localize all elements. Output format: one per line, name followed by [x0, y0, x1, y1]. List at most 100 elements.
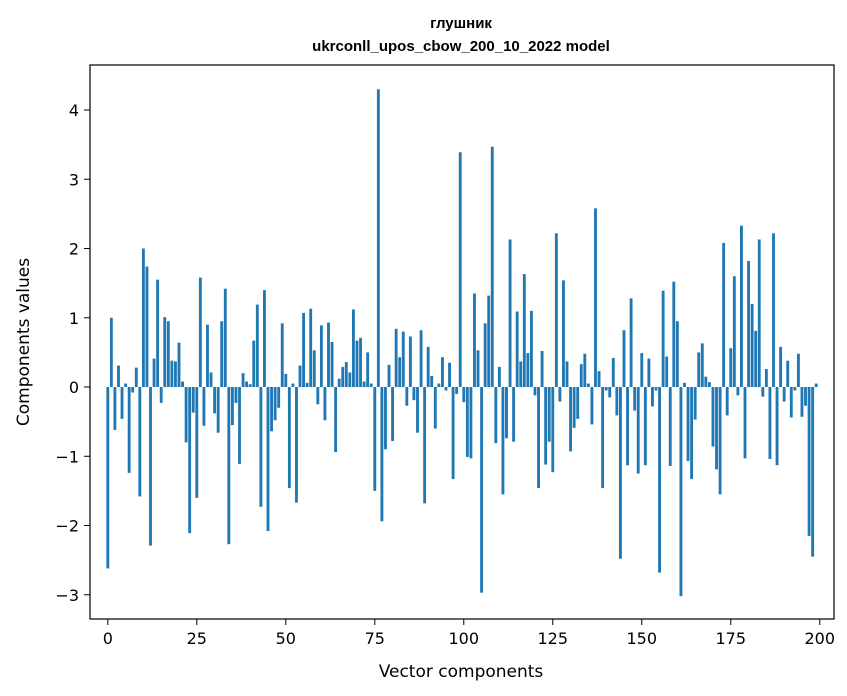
bar-6	[127, 387, 131, 473]
bar-55	[302, 312, 306, 388]
bar-112	[505, 387, 508, 439]
bar-122	[540, 351, 544, 388]
bar-71	[359, 337, 362, 388]
bar-36	[234, 387, 238, 403]
bar-198	[811, 387, 815, 557]
bar-73	[366, 352, 370, 388]
bar-172	[718, 387, 722, 495]
y-tick-label--1: −1	[55, 447, 79, 466]
bar-127	[558, 387, 562, 402]
bar-134	[583, 353, 587, 388]
bar-72	[362, 381, 366, 388]
bar-25	[195, 387, 199, 498]
bar-15	[159, 387, 163, 403]
bar-109	[494, 387, 498, 444]
bar-66	[341, 366, 345, 388]
bar-27	[202, 387, 206, 426]
bar-65	[337, 378, 341, 388]
bar-111	[501, 387, 505, 495]
x-tick-label-175: 175	[715, 629, 746, 648]
bar-90	[426, 346, 430, 388]
bar-40	[248, 384, 252, 388]
bar-110	[497, 366, 501, 388]
bar-4	[120, 387, 124, 419]
bar-144	[618, 387, 622, 559]
bar-33	[223, 288, 227, 388]
bar-154	[654, 387, 658, 391]
bar-89	[423, 387, 427, 504]
bar-77	[380, 387, 384, 522]
bar-79	[387, 364, 391, 388]
bar-149	[636, 387, 640, 474]
bar-43	[259, 387, 263, 507]
x-axis-ticks: 0 25 50 75 100 125 150 175 200	[103, 619, 835, 648]
bar-10	[141, 248, 145, 388]
bar-69	[352, 309, 355, 388]
bar-179	[743, 387, 747, 459]
bar-164	[690, 387, 694, 480]
bar-18	[170, 360, 174, 388]
bar-45	[266, 387, 270, 532]
bar-147	[629, 298, 633, 388]
plot-frame	[89, 64, 835, 620]
bar-115	[515, 311, 519, 388]
bar-124	[547, 387, 551, 442]
bar-34	[227, 387, 231, 545]
bar-143	[615, 387, 619, 416]
bar-19	[174, 361, 177, 388]
bar-119	[529, 310, 533, 388]
bar-196	[804, 387, 807, 406]
bar-83	[401, 331, 405, 388]
bar-87	[416, 387, 419, 433]
bar-182	[754, 330, 758, 388]
x-tick-label-50: 50	[276, 629, 296, 648]
bar-32	[220, 321, 224, 388]
bar-98	[455, 387, 459, 394]
y-tick-label-2: 2	[69, 240, 79, 259]
bar-38	[241, 373, 245, 388]
bar-120	[533, 387, 537, 396]
bar-30	[213, 387, 217, 414]
y-tick-label-0: 0	[69, 378, 79, 397]
bar-53	[295, 387, 298, 503]
bar-183	[757, 239, 761, 388]
bar-67	[344, 362, 348, 388]
bar-96	[448, 362, 451, 388]
y-axis-label: Components values	[14, 258, 34, 426]
bar-156	[661, 290, 665, 388]
bar-168	[704, 376, 708, 388]
chart-subtitle: ukrconll_upos_cbow_200_10_2022 model	[312, 38, 610, 55]
bar-14	[156, 279, 160, 388]
bar-91	[430, 375, 434, 388]
bar-52	[291, 383, 295, 388]
bar-173	[722, 242, 726, 388]
bar-20	[177, 342, 181, 388]
bar-61	[323, 387, 327, 421]
bar-12	[149, 387, 152, 546]
bar-92	[433, 387, 437, 429]
y-axis-ticks: −3 −2 −1 0 1 2 3 4	[55, 101, 90, 605]
bar-58	[312, 350, 316, 388]
bar-158	[668, 387, 672, 466]
bar-165	[693, 387, 697, 420]
bar-148	[633, 387, 637, 411]
bar-86	[412, 387, 416, 401]
bar-44	[263, 290, 266, 388]
bar-117	[522, 274, 526, 388]
bar-35	[230, 387, 234, 426]
bar-0	[106, 387, 110, 569]
bar-190	[782, 387, 786, 402]
bar-138	[597, 371, 601, 388]
bar-70	[355, 340, 359, 388]
y-tick-label-4: 4	[69, 101, 79, 120]
bar-88	[419, 330, 423, 388]
bar-76	[376, 89, 380, 388]
bar-54	[298, 365, 302, 388]
bar-41	[252, 340, 256, 388]
bar-42	[255, 304, 259, 388]
bar-128	[562, 280, 565, 388]
bar-108	[490, 146, 494, 388]
bar-155	[658, 387, 661, 573]
bars-group	[106, 89, 818, 597]
bar-17	[166, 321, 170, 388]
